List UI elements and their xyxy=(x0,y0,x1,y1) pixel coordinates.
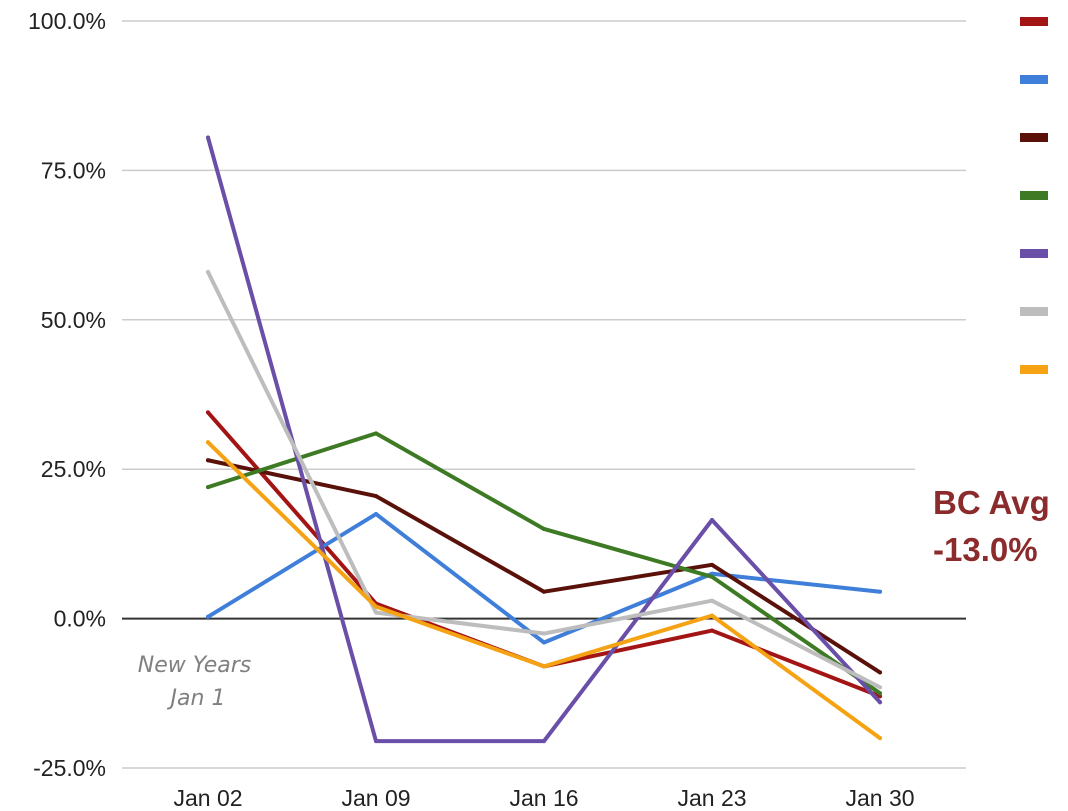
series-7-point xyxy=(374,604,378,609)
y-tick-label: 25.0% xyxy=(41,456,106,482)
series-1-point xyxy=(710,628,714,633)
series-4-point xyxy=(206,485,210,490)
y-tick-label: 100.0% xyxy=(28,8,106,34)
series-7-point xyxy=(206,440,210,445)
series-5-point xyxy=(878,700,882,705)
legend-swatch-6 xyxy=(1020,307,1048,316)
series-5-point xyxy=(542,739,546,744)
annotation-bc-avg: BC Avg -13.0% xyxy=(933,484,1059,568)
series-2-point xyxy=(206,614,210,619)
series-6-point xyxy=(206,269,210,274)
series-5-point xyxy=(206,135,210,140)
series-3-point xyxy=(710,562,714,567)
x-tick-label: Jan 30 xyxy=(845,785,914,811)
y-axis-tick-labels: 100.0% 75.0% 50.0% 25.0% 0.0% -25.0% xyxy=(28,8,106,781)
legend-swatch-7 xyxy=(1020,365,1048,374)
legend-swatch-2 xyxy=(1020,75,1048,84)
y-tick-label: 75.0% xyxy=(41,157,106,183)
annotation-bc-avg-line-2: -13.0% xyxy=(933,531,1038,568)
series-5-point xyxy=(374,739,378,744)
annotation-new-years-line-2: Jan 1 xyxy=(167,686,226,711)
legend-swatch-1 xyxy=(1020,17,1048,26)
series-1-point xyxy=(206,410,210,415)
series-4-point xyxy=(710,574,714,579)
series-6-point xyxy=(878,685,882,690)
legend xyxy=(1020,17,1048,374)
series-2-point xyxy=(878,589,882,594)
x-tick-label: Jan 02 xyxy=(173,785,242,811)
series-3-point xyxy=(542,589,546,594)
series-1-point xyxy=(878,694,882,699)
legend-swatch-3 xyxy=(1020,133,1048,142)
series-6-point xyxy=(710,598,714,603)
annotation-bc-avg-line-1: BC Avg xyxy=(933,484,1050,521)
y-tick-label: -25.0% xyxy=(33,755,106,781)
series-5-point xyxy=(710,517,714,522)
series-7-point xyxy=(878,736,882,741)
series-2-point xyxy=(374,512,378,517)
series-lines xyxy=(206,135,882,744)
series-4-point xyxy=(374,431,378,436)
series-line-5 xyxy=(206,135,882,744)
series-3-point xyxy=(206,458,210,463)
annotation-new-years-line-1: New Years xyxy=(138,653,252,678)
series-2-point xyxy=(542,640,546,645)
annotation-new-years: New Years Jan 1 xyxy=(138,653,259,711)
series-6-point xyxy=(374,610,378,615)
series-7-point xyxy=(542,664,546,669)
series-7-point xyxy=(710,613,714,618)
legend-swatch-5 xyxy=(1020,249,1048,258)
series-3-point xyxy=(878,670,882,675)
x-tick-label: Jan 16 xyxy=(509,785,578,811)
series-4-point xyxy=(542,526,546,531)
y-tick-label: 50.0% xyxy=(41,307,106,333)
series-6-point xyxy=(542,631,546,636)
series-3-point xyxy=(374,494,378,499)
y-tick-label: 0.0% xyxy=(54,606,106,632)
x-axis-tick-labels: Jan 02 Jan 09 Jan 16 Jan 23 Jan 30 xyxy=(173,785,914,811)
legend-swatch-4 xyxy=(1020,191,1048,200)
series-4-point xyxy=(878,691,882,696)
x-tick-label: Jan 23 xyxy=(677,785,746,811)
x-tick-label: Jan 09 xyxy=(341,785,410,811)
